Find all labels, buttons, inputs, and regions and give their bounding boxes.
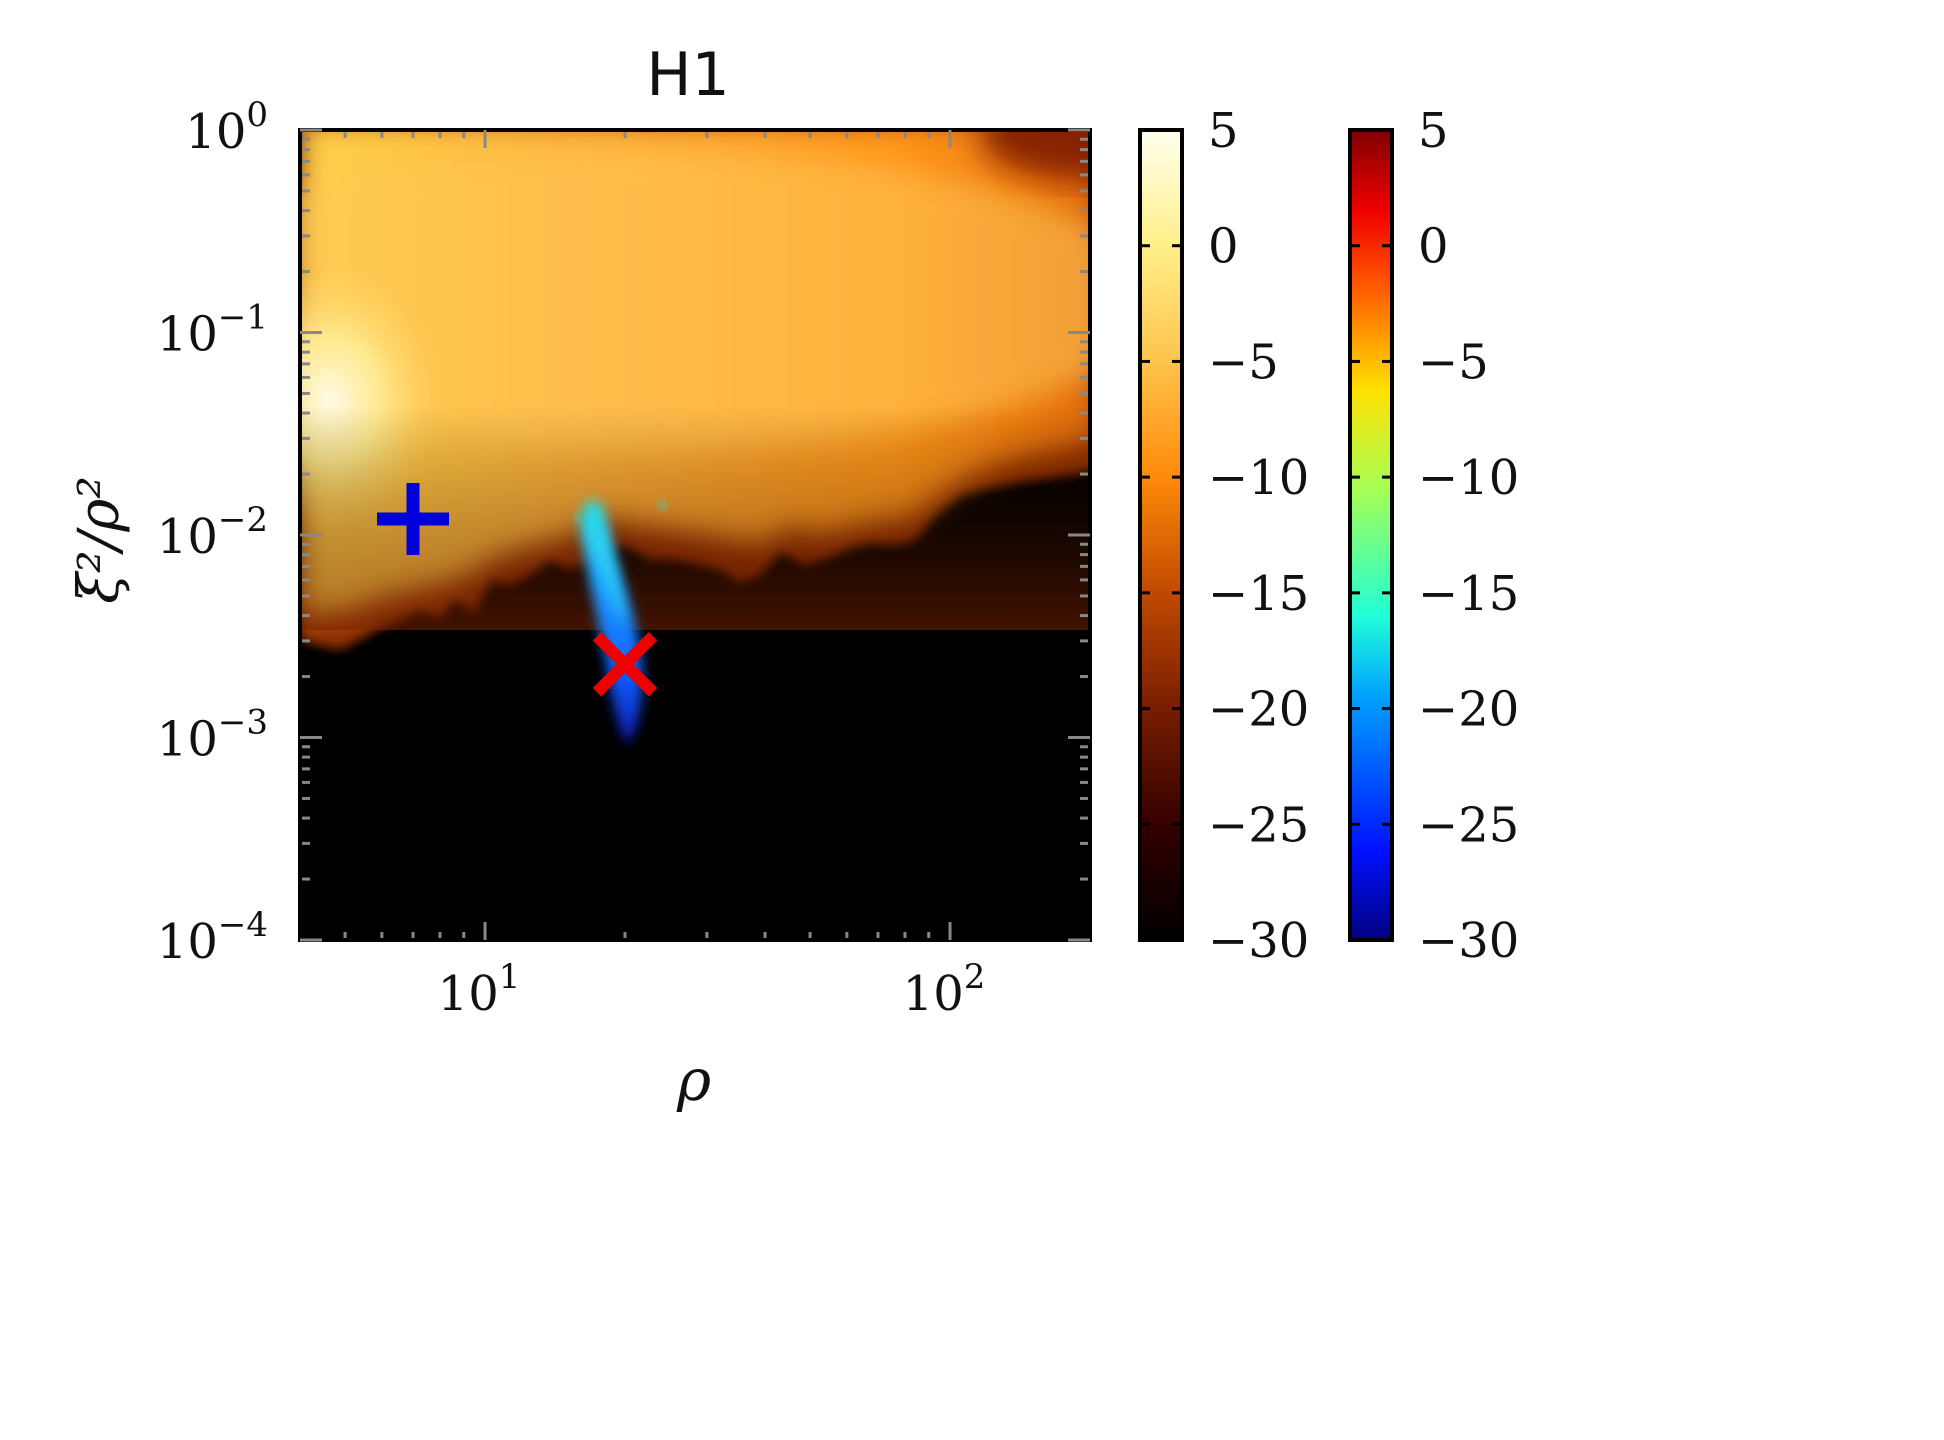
x-axis-ticks: 101 102 (438, 130, 986, 1022)
y-tick-label: 100 (185, 95, 268, 160)
heatmap-cyan-core (588, 517, 626, 625)
colorbar-tick-label: 5 (1208, 103, 1239, 159)
colorbar-tick-label: −25 (1418, 797, 1519, 853)
colorbar-tick-label: −15 (1418, 566, 1519, 622)
colorbar-jet: 5 0 −5 −10 −15 −20 −25 −30 (1348, 103, 1519, 969)
colorbar-tick-label: −10 (1208, 450, 1309, 506)
heatmap-blue-blob (580, 500, 643, 745)
y-tick-label: 10−1 (157, 298, 268, 363)
colorbar-hot-ticks: 5 0 −5 −10 −15 −20 −25 −30 (1140, 103, 1309, 969)
colorbar-tick-label: 0 (1208, 219, 1239, 275)
colorbar-tick-label: −5 (1418, 334, 1489, 390)
markers (377, 482, 658, 697)
plus-marker (377, 482, 450, 555)
colorbar-tick-label: 5 (1418, 103, 1449, 159)
colorbar-tick-label: −30 (1208, 913, 1309, 969)
y-tick-label: 10−4 (157, 905, 268, 970)
colorbar-tick-label: −25 (1208, 797, 1309, 853)
colorbar-tick-label: −15 (1208, 566, 1309, 622)
colorbar-tick-label: −20 (1208, 682, 1309, 738)
heatmap-cyan-speck (657, 500, 667, 510)
x-tick-label: 101 (438, 957, 521, 1022)
y-tick-label: 10−3 (157, 703, 268, 768)
colorbar-tick-label: −5 (1208, 334, 1279, 390)
colorbar-tick-label: −10 (1418, 450, 1519, 506)
colorbar-tick-label: −20 (1418, 682, 1519, 738)
heatmap-fade (300, 130, 1090, 630)
chart-title: H1 (646, 40, 729, 110)
x-marker (592, 632, 658, 697)
colorbar-tick-label: −30 (1418, 913, 1519, 969)
heatmap-cyan-speck (573, 514, 581, 522)
colorbar-jet-ticks: 5 0 −5 −10 −15 −20 −25 −30 (1350, 103, 1519, 969)
x-tick-label: 102 (903, 957, 986, 1022)
colorbar-hot: 5 0 −5 −10 −15 −20 −25 −30 (1138, 103, 1309, 969)
colorbar-hot-gradient (1138, 128, 1184, 942)
heatmap-area (300, 130, 1090, 940)
x-axis-label: ρ (676, 1046, 711, 1114)
colorbar-tick-label: 0 (1418, 219, 1449, 275)
y-tick-label: 10−2 (157, 500, 268, 565)
y-axis-label: ξ²/ρ² (67, 476, 132, 604)
colorbar-jet-gradient (1348, 128, 1394, 942)
y-axis-ticks: 100 10−1 10−2 10−3 10−4 (157, 95, 1090, 970)
